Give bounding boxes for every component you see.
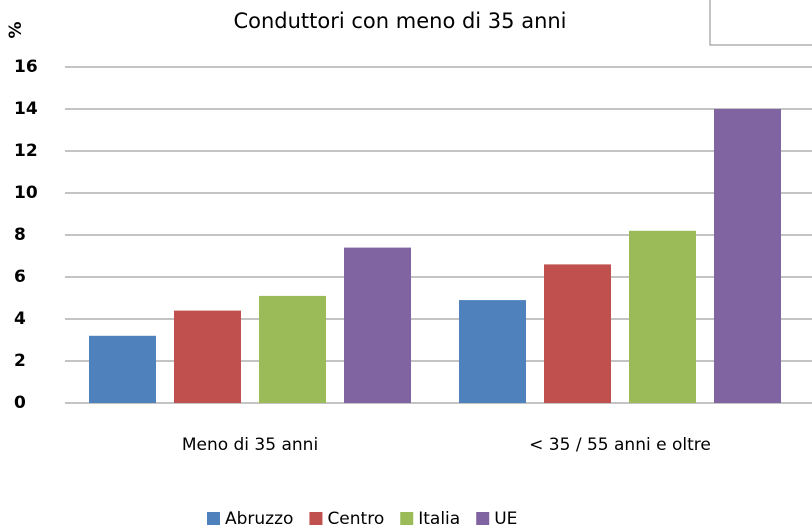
legend-swatch <box>400 512 414 525</box>
legend-label: UE <box>494 509 517 527</box>
bar <box>544 264 611 403</box>
legend-swatch <box>309 512 323 525</box>
y-axis-label: % <box>6 21 26 38</box>
y-tick-label: 12 <box>14 141 38 161</box>
y-tick-label: 14 <box>14 99 38 119</box>
y-tick-label: 8 <box>14 225 26 245</box>
y-tick-label: 0 <box>14 393 26 413</box>
y-tick-label: 6 <box>14 267 26 287</box>
y-tick-label: 16 <box>14 57 38 77</box>
y-tick-label: 10 <box>14 183 38 203</box>
x-tick-label: < 35 / 55 anni e oltre <box>529 435 711 455</box>
legend-swatch <box>207 512 220 525</box>
chart-title: Conduttori con meno di 35 anni <box>233 9 566 33</box>
y-tick-label: 4 <box>14 309 26 329</box>
legend-label: Italia <box>418 509 460 527</box>
bar <box>89 335 156 403</box>
y-tick-label: 2 <box>14 351 26 371</box>
bar <box>714 109 781 403</box>
bar <box>629 230 696 403</box>
bar <box>259 295 326 403</box>
bar <box>459 300 526 403</box>
bar <box>174 310 241 403</box>
legend-label: Abruzzo <box>225 509 293 527</box>
bar <box>344 247 411 403</box>
x-tick-label: Meno di 35 anni <box>182 435 318 455</box>
legend-label: Centro <box>327 509 384 527</box>
frame-fragment <box>709 0 812 46</box>
legend-swatch <box>476 512 490 525</box>
